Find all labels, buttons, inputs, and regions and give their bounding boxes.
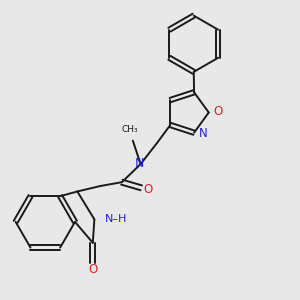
Text: N–H: N–H: [104, 214, 127, 224]
Text: O: O: [213, 105, 222, 119]
Text: O: O: [143, 183, 153, 196]
Text: N: N: [198, 127, 207, 140]
Text: O: O: [88, 263, 98, 276]
Text: N: N: [135, 157, 144, 169]
Text: CH₃: CH₃: [122, 125, 138, 134]
